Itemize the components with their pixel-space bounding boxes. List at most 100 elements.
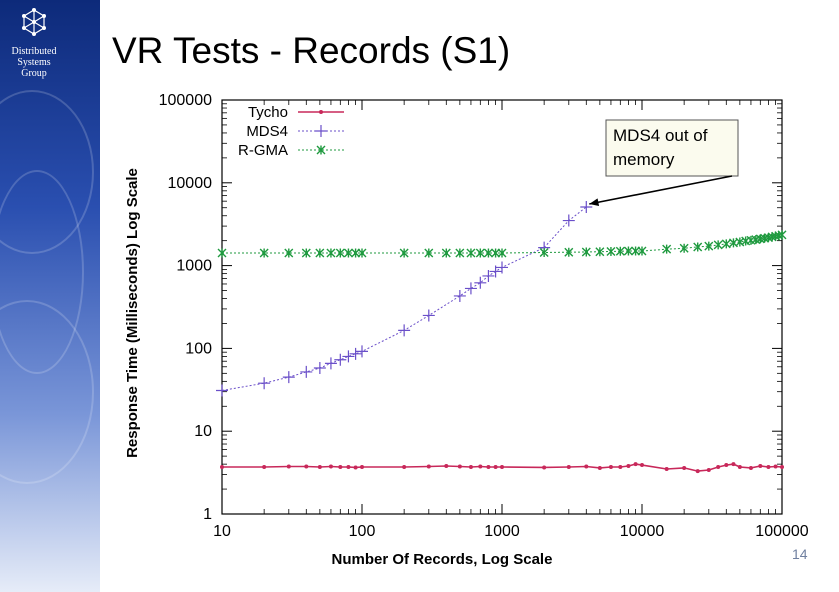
annotation-box: [605, 119, 739, 177]
data-point-tycho: [766, 464, 771, 469]
data-point-mds4: [313, 361, 326, 374]
data-point-mds4: [422, 309, 435, 322]
y-tick-label: 10: [194, 423, 212, 440]
y-tick-label: 10000: [168, 175, 213, 192]
data-point-tycho: [360, 464, 364, 469]
data-point-r-gma: [351, 248, 361, 258]
data-point-r-gma: [326, 248, 336, 258]
data-point-mds4: [453, 289, 466, 302]
slide-title: VR Tests - Records (S1): [112, 30, 511, 71]
data-point-tycho: [640, 463, 644, 468]
data-point-r-gma: [343, 248, 353, 258]
legend-label-r-gma: R-GMA: [238, 142, 288, 159]
data-point-mds4: [580, 201, 593, 214]
legend-label-mds4: MDS4: [246, 123, 288, 140]
data-point-tycho: [286, 464, 291, 469]
response-time-chart: 10 100 1000 10000 10000011010010001000010000…: [124, 92, 809, 568]
brand-label: Distributed Systems Group: [2, 46, 66, 79]
data-point-mds4: [216, 384, 228, 397]
data-point-r-gma: [475, 248, 485, 258]
data-point-mds4: [562, 214, 575, 227]
data-point-tycho: [597, 465, 602, 470]
data-point-tycho: [618, 464, 623, 469]
data-point-tycho: [780, 464, 784, 469]
data-point-tycho: [695, 469, 700, 474]
data-point-mds4: [349, 347, 362, 360]
data-point-r-gma: [631, 246, 641, 256]
data-point-tycho: [500, 464, 504, 469]
data-point-tycho: [682, 465, 687, 470]
data-point-tycho: [724, 463, 729, 468]
data-point-mds4: [496, 261, 508, 274]
data-point-tycho: [317, 464, 322, 469]
data-point-r-gma: [466, 248, 476, 258]
data-point-r-gma: [693, 242, 703, 252]
x-tick-label: 10000: [620, 523, 665, 540]
data-point-tycho: [706, 467, 711, 472]
data-point-r-gma: [483, 248, 493, 258]
data-point-mds4: [324, 357, 337, 370]
y-tick-label: 1: [203, 506, 212, 523]
data-point-tycho: [346, 464, 351, 469]
network-logo-icon: [22, 8, 46, 36]
annotation-arrow: [589, 175, 733, 205]
data-point-r-gma: [595, 247, 605, 257]
data-point-tycho: [493, 464, 498, 469]
data-point-tycho: [468, 464, 473, 469]
data-point-r-gma: [455, 248, 465, 258]
y-tick-label: 100000: [159, 92, 212, 109]
data-point-mds4: [356, 345, 368, 358]
data-point-tycho: [304, 464, 309, 469]
data-point-mds4: [334, 353, 347, 366]
data-point-r-gma: [315, 248, 325, 258]
data-point-r-gma: [357, 248, 367, 258]
data-point-tycho: [737, 464, 742, 469]
legend-marker-mds4: [315, 125, 327, 137]
annotation-arrow-head: [589, 198, 600, 207]
data-point-r-gma: [284, 248, 294, 258]
brand-line-1: Distributed: [11, 46, 57, 57]
x-axis-label: Number Of Records, Log Scale: [332, 551, 553, 568]
annotation-text-line-1: MDS4 out of: [613, 126, 708, 145]
data-point-tycho: [426, 464, 431, 469]
data-point-r-gma: [615, 246, 625, 256]
data-point-tycho: [633, 462, 638, 467]
data-point-r-gma: [662, 244, 672, 254]
data-point-tycho: [758, 463, 763, 468]
legend-marker-r-gma: [316, 145, 326, 155]
data-point-mds4: [282, 371, 295, 384]
data-point-r-gma: [704, 241, 714, 251]
data-point-r-gma: [335, 248, 345, 258]
data-point-r-gma: [713, 240, 723, 250]
series-line-mds4: [221, 206, 587, 391]
annotation-text-line-2: memory: [613, 150, 675, 169]
data-point-mds4: [258, 377, 271, 390]
data-point-tycho: [748, 465, 753, 470]
data-point-r-gma: [301, 248, 311, 258]
data-point-tycho: [353, 465, 358, 470]
brand-line-3: Group: [21, 68, 47, 79]
y-tick-label: 100: [185, 340, 212, 357]
data-point-r-gma: [491, 248, 501, 258]
data-point-tycho: [584, 464, 589, 469]
data-point-tycho: [478, 464, 483, 469]
x-tick-label: 10: [213, 523, 231, 540]
data-point-mds4: [342, 350, 355, 363]
data-point-tycho: [220, 464, 224, 469]
x-tick-label: 100: [349, 523, 376, 540]
data-point-mds4: [300, 365, 313, 378]
series-line-r-gma: [222, 234, 783, 254]
data-point-tycho: [402, 464, 407, 469]
legend-marker-tycho: [319, 110, 323, 114]
data-point-tycho: [626, 463, 631, 468]
data-point-r-gma: [497, 248, 507, 258]
data-point-r-gma: [637, 246, 647, 256]
data-point-tycho: [328, 464, 333, 469]
legend-label-tycho: Tycho: [248, 104, 288, 121]
data-point-mds4: [482, 269, 495, 282]
data-point-r-gma: [623, 246, 633, 256]
x-tick-label: 1000: [484, 523, 520, 540]
data-point-tycho: [262, 464, 267, 469]
data-point-r-gma: [441, 248, 451, 258]
brand-line-2: Systems: [17, 57, 51, 68]
